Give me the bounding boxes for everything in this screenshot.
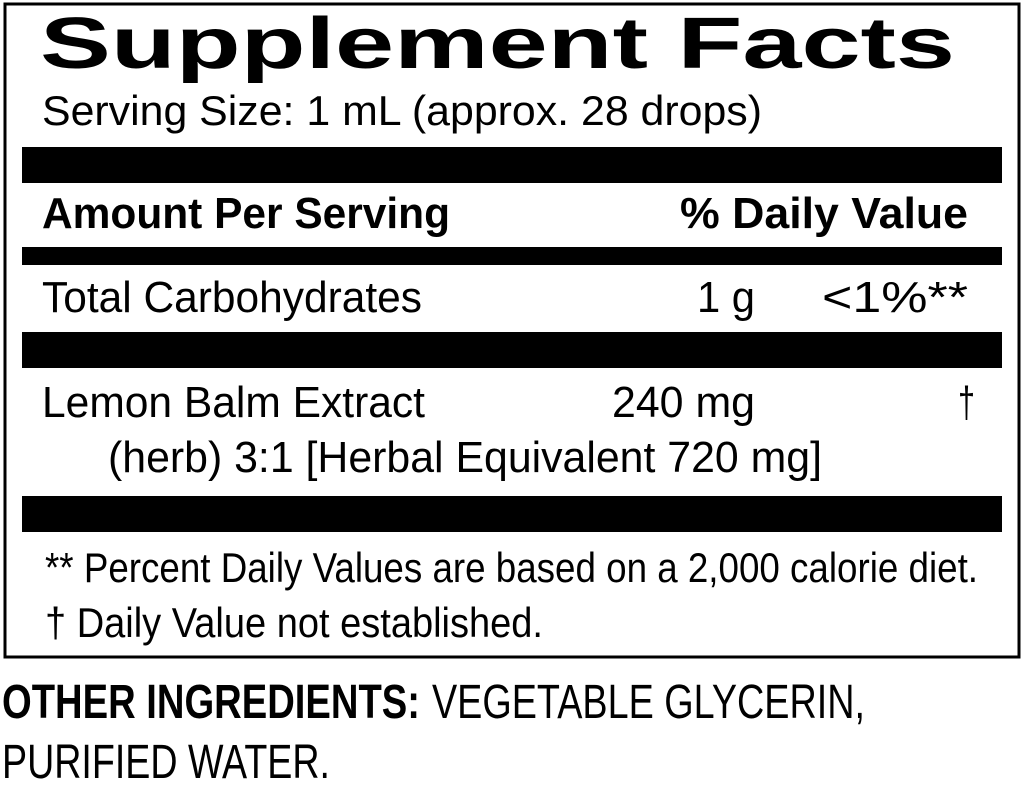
serving-size: Serving Size: 1 mL (approx. 28 drops) <box>42 87 762 134</box>
other-ingredients-list: VEGETABLE GLYCERIN, <box>432 676 865 729</box>
divider-thick <box>22 332 1002 368</box>
nutrient-amount: 1 g <box>697 273 755 322</box>
nutrient-daily-value: <1%** <box>822 273 968 322</box>
nutrient-amount: 240 mg <box>612 378 755 427</box>
nutrient-daily-value: † <box>958 378 975 427</box>
nutrient-name: Total Carbohydrates <box>42 273 422 322</box>
amount-per-serving-header: Amount Per Serving <box>42 189 450 238</box>
other-ingredients-label: OTHER INGREDIENTS: <box>2 676 420 729</box>
other-ingredients-list: PURIFIED WATER. <box>2 736 330 786</box>
panel-title: Supplement Facts <box>40 4 955 84</box>
nutrient-name: Lemon Balm Extract <box>42 378 425 427</box>
divider-thick <box>22 147 1002 183</box>
footnote: ** Percent Daily Values are based on a 2… <box>45 544 978 591</box>
nutrient-detail: (herb) 3:1 [Herbal Equivalent 720 mg] <box>108 433 822 482</box>
footnote: † Daily Value not established. <box>45 599 543 646</box>
divider-medium <box>22 247 1002 265</box>
facts-panel-border <box>3 2 1021 659</box>
daily-value-header: % Daily Value <box>680 189 968 238</box>
divider-thick <box>22 496 1002 532</box>
